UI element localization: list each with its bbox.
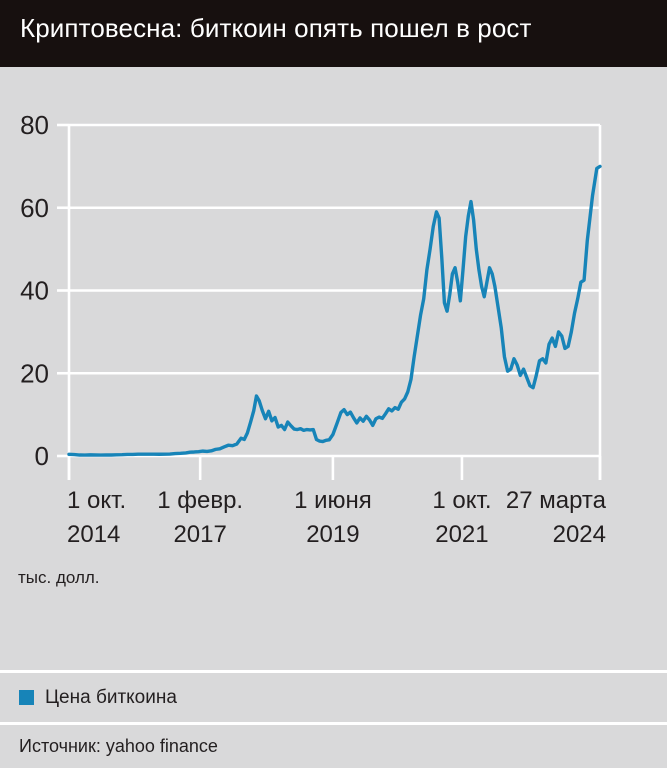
y-tick-label: 80: [20, 110, 49, 140]
svg-text:2021: 2021: [435, 521, 488, 548]
y-tick-label: 60: [20, 193, 49, 223]
y-axis-unit-label: тыс. долл.: [18, 568, 100, 587]
svg-text:2024: 2024: [553, 521, 606, 548]
y-tick-label: 0: [35, 441, 49, 471]
page-title: Криптовесна: биткоин опять пошел в рост: [20, 13, 532, 43]
legend-divider-top: [0, 670, 667, 673]
chart-axes: [67, 125, 602, 480]
bitcoin-price-line-chart: 0 20 40 60 80 1 окт. 2014 1 февр. 2017 1 июня 201…: [20, 110, 607, 548]
chart-y-tick-labels: 0 20 40 60 80: [20, 110, 49, 471]
y-tick-label: 20: [20, 358, 49, 388]
svg-text:27 марта: 27 марта: [506, 487, 607, 514]
svg-text:2019: 2019: [306, 521, 359, 548]
x-tick-label: 1 июня 2019: [294, 487, 372, 548]
x-tick-label: 1 февр. 2017: [157, 487, 243, 548]
x-tick-label: 1 окт. 2021: [432, 487, 491, 548]
legend-divider-bottom: [0, 722, 667, 725]
chart-legend: Цена биткоина: [0, 673, 667, 722]
chart-x-tickmarks: [67, 456, 602, 480]
x-tick-label: 27 марта 2024: [506, 487, 607, 548]
svg-text:1 февр.: 1 февр.: [157, 487, 243, 514]
legend-color-swatch: [19, 690, 34, 705]
chart-container: 0 20 40 60 80 1 окт. 2014 1 февр. 2017 1 июня 201…: [0, 67, 667, 572]
svg-text:1 окт.: 1 окт.: [432, 487, 491, 514]
chart-x-tick-labels: 1 окт. 2014 1 февр. 2017 1 июня 2019 1 окт. 202…: [67, 487, 607, 548]
price-line: [67, 164, 602, 457]
y-tick-label: 40: [20, 276, 49, 306]
svg-text:2014: 2014: [67, 521, 120, 548]
svg-text:1 окт.: 1 окт.: [67, 487, 126, 514]
svg-text:2017: 2017: [173, 521, 226, 548]
svg-text:1 июня: 1 июня: [294, 487, 372, 514]
chart-series-line: [67, 164, 602, 457]
source-label: Источник: yahoo finance: [19, 736, 218, 756]
chart-gridlines: [57, 123, 600, 458]
title-bar: Криптовесна: биткоин опять пошел в рост: [0, 0, 667, 67]
source-row: Источник: yahoo finance: [0, 725, 667, 768]
x-tick-label: 1 окт. 2014: [67, 487, 126, 548]
legend-item-label: Цена биткоина: [45, 686, 177, 708]
